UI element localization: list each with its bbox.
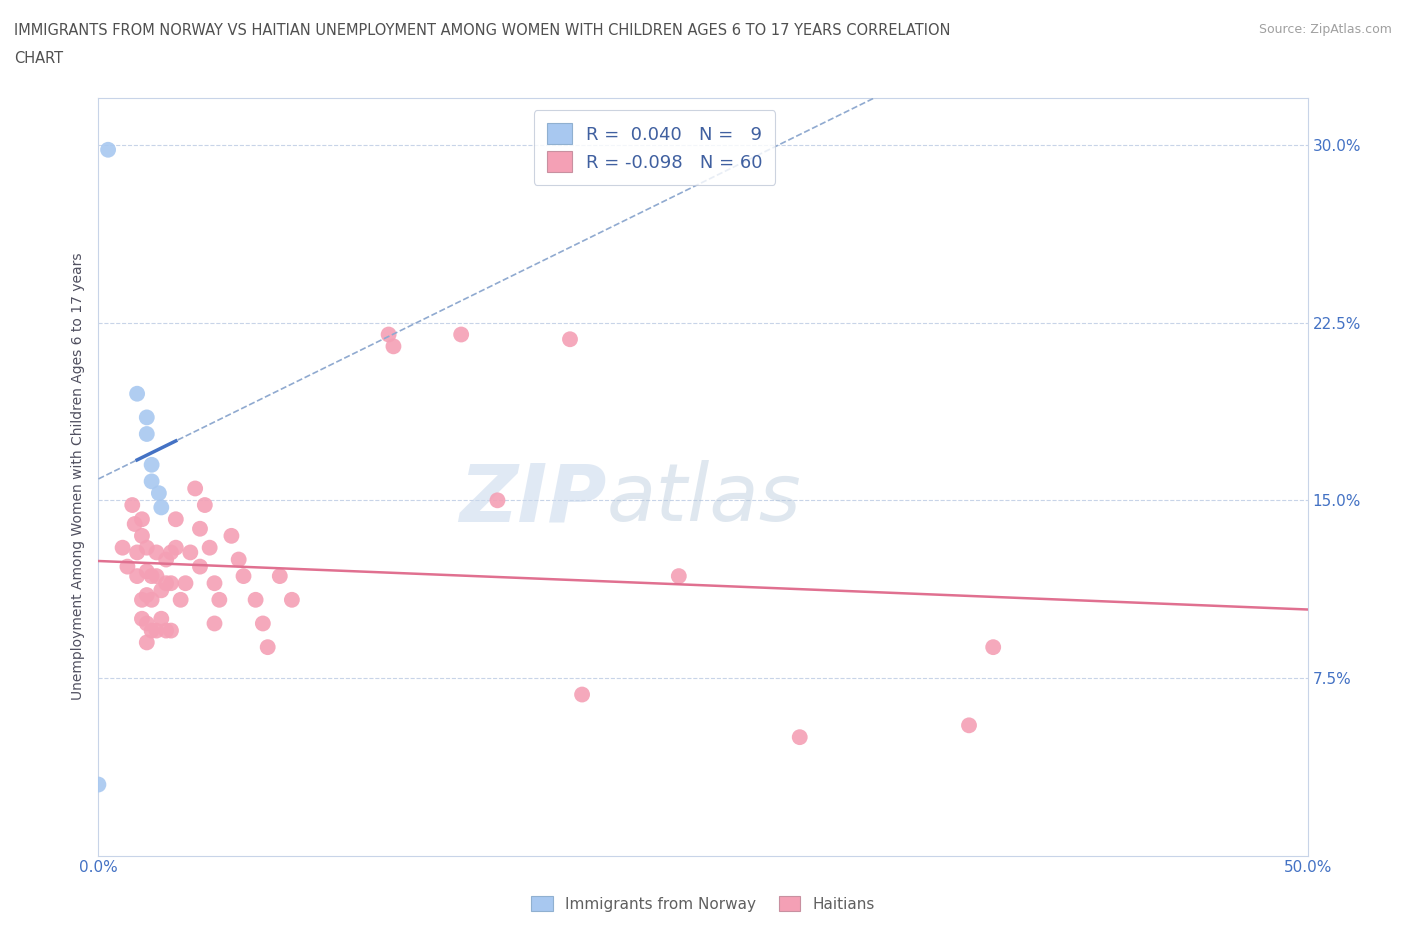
Point [145,623,167,638]
Point [204,576,226,591]
Point [957,718,980,733]
Text: ZIP: ZIP [458,460,606,538]
Point [188,559,211,574]
Point [141,568,163,583]
Text: CHART: CHART [14,51,63,66]
Point [131,528,153,543]
Point [377,327,399,342]
Point [145,545,167,560]
Point [141,474,163,489]
Legend: Immigrants from Norway, Haitians: Immigrants from Norway, Haitians [524,889,882,918]
Point [127,545,149,560]
Point [382,339,405,353]
Point [150,583,173,598]
Point [124,516,146,531]
Text: atlas: atlas [606,460,801,538]
Point [141,592,163,607]
Point [208,592,231,607]
Point [121,498,143,512]
Point [135,616,157,631]
Point [179,545,201,560]
Point [150,611,173,626]
Point [256,640,278,655]
Point [269,568,291,583]
Point [155,552,177,567]
Point [174,576,197,591]
Point [131,592,153,607]
Point [204,616,226,631]
Point [160,623,183,638]
Point [169,592,191,607]
Point [155,623,177,638]
Point [789,730,811,745]
Legend: R =  0.040   N =   9, R = -0.098   N = 60: R = 0.040 N = 9, R = -0.098 N = 60 [534,111,775,185]
Point [160,576,183,591]
Point [87,777,110,792]
Point [135,564,157,578]
Point [450,327,472,342]
Text: IMMIGRANTS FROM NORWAY VS HAITIAN UNEMPLOYMENT AMONG WOMEN WITH CHILDREN AGES 6 : IMMIGRANTS FROM NORWAY VS HAITIAN UNEMPL… [14,23,950,38]
Point [150,500,173,515]
Point [194,498,217,512]
Point [141,623,163,638]
Point [228,552,250,567]
Point [558,332,581,347]
Y-axis label: Unemployment Among Women with Children Ages 6 to 17 years: Unemployment Among Women with Children A… [72,253,86,700]
Point [165,540,187,555]
Point [160,545,183,560]
Point [135,427,157,442]
Point [135,635,157,650]
Point [148,485,170,500]
Point [571,687,593,702]
Point [117,559,139,574]
Point [127,568,149,583]
Point [97,142,120,157]
Point [245,592,267,607]
Point [188,522,211,537]
Point [141,458,163,472]
Point [135,410,157,425]
Point [281,592,304,607]
Point [486,493,509,508]
Point [131,512,153,526]
Point [155,576,177,591]
Point [131,611,153,626]
Point [252,616,274,631]
Point [127,386,149,401]
Point [184,481,207,496]
Point [111,540,134,555]
Point [135,540,157,555]
Point [232,568,254,583]
Point [198,540,221,555]
Point [135,588,157,603]
Point [668,568,690,583]
Point [165,512,187,526]
Point [981,640,1004,655]
Text: Source: ZipAtlas.com: Source: ZipAtlas.com [1258,23,1392,36]
Point [221,528,243,543]
Point [145,568,167,583]
